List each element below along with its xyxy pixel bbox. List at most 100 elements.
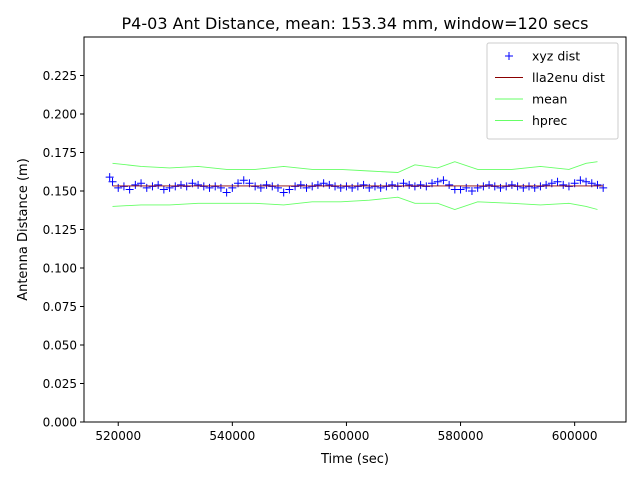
data-point	[507, 180, 516, 189]
data-point	[422, 182, 431, 191]
data-point	[365, 183, 374, 192]
data-point	[439, 176, 448, 185]
data-point	[502, 182, 511, 191]
data-point	[331, 182, 340, 191]
legend-label: mean	[532, 92, 567, 107]
y-axis: 0.000 0.025 0.050 0.075 0.100 0.125 0.150 0.175…	[43, 69, 84, 430]
legend-label: xyz dist	[532, 49, 580, 64]
data-point	[433, 177, 442, 186]
series-line-2	[112, 161, 598, 173]
legend-box	[486, 42, 619, 140]
series-layer	[105, 161, 608, 210]
data-point	[291, 182, 300, 191]
data-point	[228, 183, 237, 192]
data-point	[559, 180, 568, 189]
data-point	[119, 182, 128, 191]
series-markers	[105, 173, 608, 197]
y-tick-label: 0.125	[43, 223, 77, 237]
y-tick-label: 0.225	[43, 69, 77, 83]
data-point	[496, 183, 505, 192]
data-point	[313, 180, 322, 189]
data-point	[131, 180, 140, 189]
series-line-3	[112, 196, 598, 210]
data-point	[279, 188, 288, 197]
data-point	[171, 182, 180, 191]
data-point	[205, 183, 214, 192]
data-point	[222, 188, 231, 197]
y-tick-label: 0.175	[43, 146, 77, 160]
data-point	[576, 176, 585, 185]
data-point	[273, 183, 282, 192]
data-point	[513, 182, 522, 191]
data-point	[416, 180, 425, 189]
data-point	[405, 180, 414, 189]
data-point	[370, 182, 379, 191]
data-point	[262, 180, 271, 189]
y-axis-label: Antenna Distance (m)	[16, 158, 31, 301]
data-point	[199, 182, 208, 191]
y-tick-label: 0.025	[43, 377, 77, 391]
y-tick-label: 0.000	[43, 416, 77, 430]
data-point	[353, 182, 362, 191]
data-point	[530, 183, 539, 192]
legend-item: xyz dist	[505, 49, 580, 64]
data-point	[176, 180, 185, 189]
data-point	[108, 177, 117, 186]
data-point	[525, 182, 534, 191]
data-point	[553, 177, 562, 186]
data-point	[182, 182, 191, 191]
data-point	[194, 180, 203, 189]
data-point	[519, 183, 528, 192]
data-point	[211, 182, 220, 191]
x-tick-label: 580000	[438, 429, 484, 443]
data-point	[582, 177, 591, 186]
chart-title: P4-03 Ant Distance, mean: 153.34 mm, win…	[122, 14, 589, 33]
data-point	[159, 185, 168, 194]
legend-item: hprec	[495, 113, 567, 128]
data-point	[148, 182, 157, 191]
data-point	[285, 185, 294, 194]
data-point	[485, 180, 494, 189]
data-point	[490, 182, 499, 191]
x-axis: 520000 540000 560000 580000 600000	[95, 422, 598, 443]
data-point	[467, 187, 476, 195]
data-point	[564, 182, 573, 191]
data-point	[479, 182, 488, 191]
x-tick-label: 560000	[324, 429, 370, 443]
data-point	[359, 180, 368, 189]
x-tick-label: 600000	[552, 429, 598, 443]
data-point	[410, 182, 419, 191]
x-axis-label: Time (sec)	[320, 452, 389, 467]
x-tick-label: 540000	[209, 429, 255, 443]
data-point	[268, 182, 277, 191]
y-tick-label: 0.100	[43, 262, 77, 276]
data-point	[462, 183, 471, 192]
data-point	[142, 183, 151, 192]
data-point	[216, 183, 225, 192]
data-point	[336, 183, 345, 192]
data-point	[393, 182, 402, 191]
data-point	[165, 183, 174, 192]
data-point	[599, 183, 608, 192]
data-point	[445, 180, 454, 189]
data-point	[348, 183, 357, 192]
data-point	[542, 180, 551, 189]
legend-item: mean	[495, 92, 567, 107]
y-tick-label: 0.150	[43, 185, 77, 199]
legend: xyz dist lla2enu dist mean hprec	[486, 42, 619, 140]
legend-label: lla2enu dist	[532, 70, 605, 85]
data-point	[325, 180, 334, 189]
data-point	[251, 182, 260, 191]
y-tick-label: 0.075	[43, 300, 77, 314]
data-point	[256, 183, 265, 192]
data-point	[239, 176, 248, 185]
legend-item: lla2enu dist	[495, 70, 605, 85]
data-point	[154, 180, 163, 189]
legend-swatch	[505, 52, 513, 60]
legend-label: hprec	[532, 113, 567, 128]
data-point	[382, 182, 391, 191]
data-point	[308, 182, 317, 191]
data-point	[593, 180, 602, 189]
data-point	[302, 183, 311, 192]
